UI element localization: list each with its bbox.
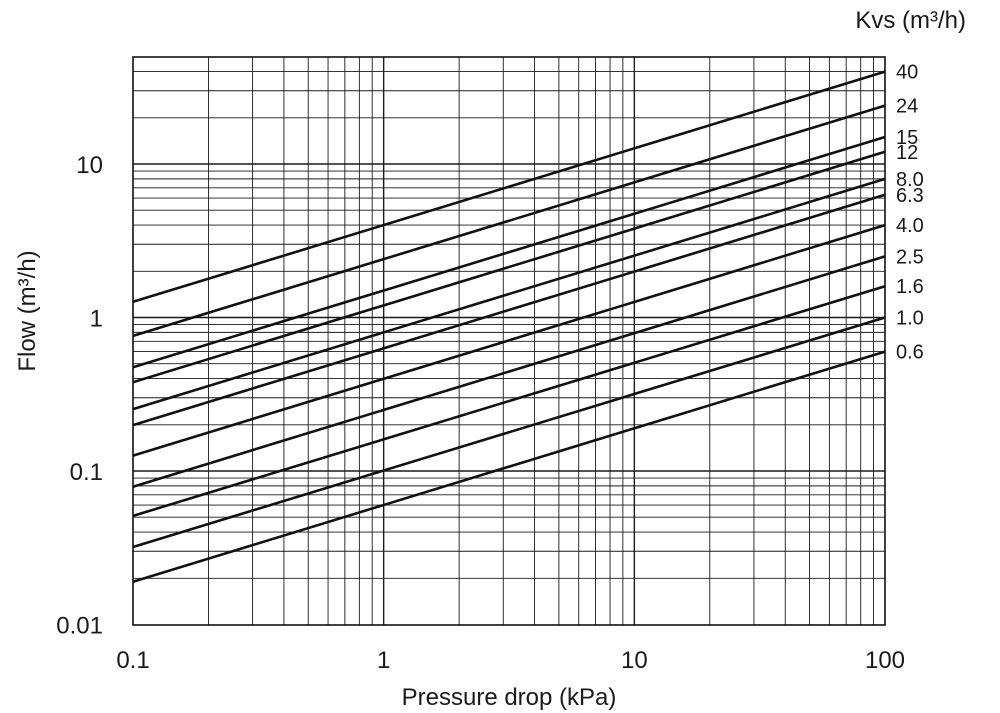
x-tick-label: 0.1 xyxy=(116,647,149,674)
x-tick-label: 10 xyxy=(621,647,648,674)
series-line-kvs-8-0 xyxy=(132,177,886,411)
series-line-kvs-24 xyxy=(132,104,886,338)
x-tick-label: 1 xyxy=(377,647,390,674)
x-axis-label: Pressure drop (kPa) xyxy=(402,684,617,711)
kvs-label: 40 xyxy=(896,62,918,84)
kvs-label: 1.6 xyxy=(896,276,924,298)
series-lines xyxy=(132,70,886,583)
y-tick-label: 10 xyxy=(76,152,103,179)
y-tick-labels: 0.01 0.1 1 10 xyxy=(56,152,103,640)
plot-frame xyxy=(132,56,886,626)
series-line-kvs-15 xyxy=(132,135,886,369)
kvs-label: 15 xyxy=(896,127,918,149)
series-line-kvs-12 xyxy=(132,150,886,384)
kvs-label: 12 xyxy=(896,142,918,164)
y-tick-label: 1 xyxy=(90,306,103,333)
kvs-label: 6.3 xyxy=(896,185,924,207)
y-tick-label: 0.1 xyxy=(70,459,103,486)
kvs-label: 8.0 xyxy=(896,169,924,191)
x-tick-label: 100 xyxy=(865,647,905,674)
y-axis-label: Flow (m³/h) xyxy=(14,250,41,371)
kvs-legend-title: Kvs (m³/h) xyxy=(855,7,966,34)
y-tick-label: 0.01 xyxy=(56,613,103,640)
series-line-kvs-6-3 xyxy=(132,193,886,427)
series-line-kvs-1-0 xyxy=(132,316,886,549)
series-line-kvs-4-0 xyxy=(132,223,886,457)
grid xyxy=(133,57,885,625)
series-line-kvs-0-6 xyxy=(132,350,886,583)
kvs-label: 0.6 xyxy=(896,342,924,364)
x-tick-labels: 0.1 1 10 100 xyxy=(116,647,905,674)
kvs-label: 1.0 xyxy=(896,308,924,330)
series-line-kvs-40 xyxy=(132,70,886,304)
series-line-kvs-2-5 xyxy=(132,255,886,488)
kvs-label: 4.0 xyxy=(896,215,924,237)
kvs-label: 24 xyxy=(896,96,918,118)
kvs-label: 2.5 xyxy=(896,246,924,268)
series-line-kvs-1-6 xyxy=(132,284,886,518)
